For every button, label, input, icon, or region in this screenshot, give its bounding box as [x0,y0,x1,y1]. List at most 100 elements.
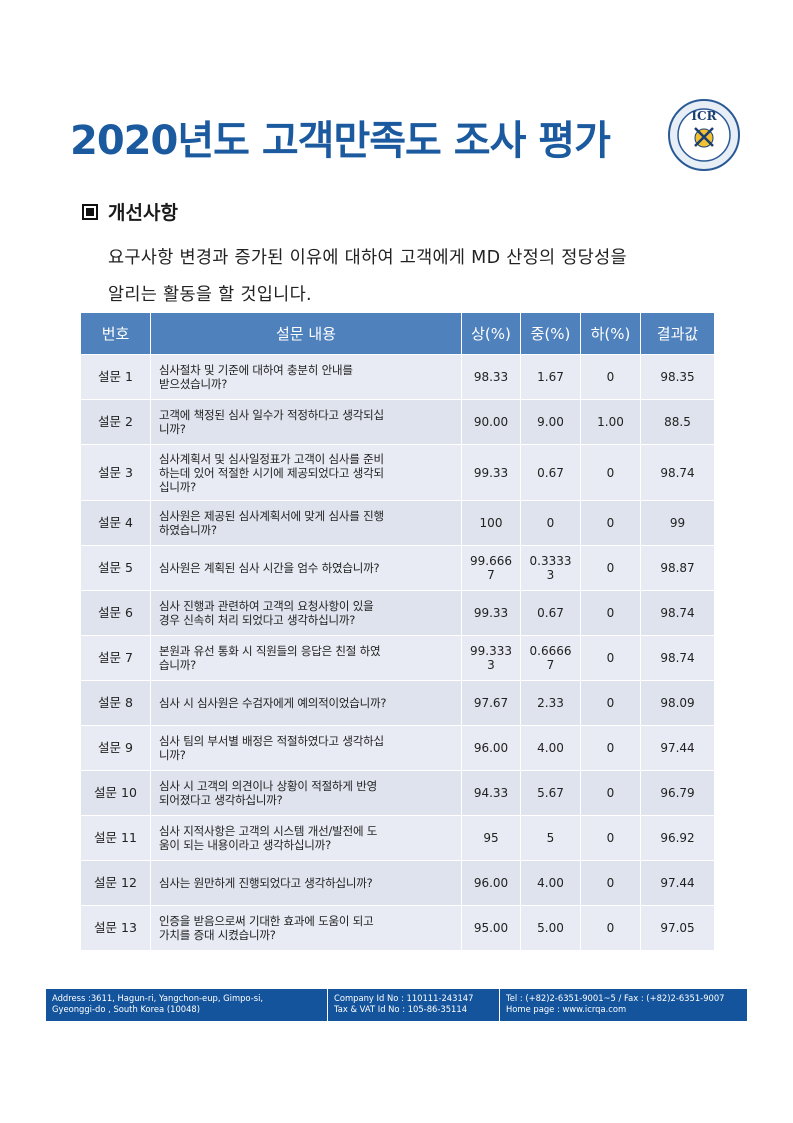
footer-address-line: Address :3611, Hagun-ri, Yangchon-eup, G… [52,993,264,1003]
mid-percent: 5 [520,815,581,861]
high-percent-line: 98.33 [473,370,509,384]
high-percent-line: 96.00 [473,876,509,890]
section-heading-label: 개선사항 [108,202,178,224]
result-value: 98.74 [640,444,715,501]
mid-percent: 9.00 [520,399,581,445]
question-text-line: 심사 진행과 관련하여 고객의 요청사항이 있을 [159,599,374,613]
question-text-line: 고객에 책정된 심사 일수가 적정하다고 생각되십 [159,408,384,422]
high-percent-line: 3 [487,658,495,672]
high-percent-line: 95.00 [473,921,509,935]
question-number: 설문 6 [80,590,151,636]
low-percent-line: 0 [606,561,615,575]
question-text: 심사는 원만하게 진행되었다고 생각하십니까? [150,860,462,906]
header-number: 번호 [80,312,151,355]
question-text-line: 경우 신속히 처리 되었다고 생각하십니까? [159,613,356,627]
low-percent-line: 0 [606,786,615,800]
high-percent-line: 99.33 [473,465,509,480]
question-number: 설문 1 [80,354,151,400]
high-percent: 99.666 7 [461,545,521,591]
table-row: 설문 8 심사 시 심사원은 수검자에게 예의적이었습니까? 97.67 2.33 0 9… [80,680,715,726]
mid-percent-line: 5 [546,831,555,845]
question-text: 심사 시 고객의 의견이나 상황이 적절하게 반영 되어졌다고 생각하십니까? [150,770,462,816]
result-value: 96.92 [640,815,715,861]
table-header-row: 번호 설문 내용 상(%) 중(%) 하(%) 결과값 [80,312,715,355]
question-text-line: 받으셨습니까? [159,377,228,391]
question-number-line: 설문 10 [94,785,137,800]
mid-percent: 4.00 [520,860,581,906]
mid-percent: 5.67 [520,770,581,816]
question-number: 설문 5 [80,545,151,591]
square-bullet-icon [82,203,98,220]
high-percent-line: 100 [479,516,503,530]
question-text-line: 심사절차 및 기준에 대하여 충분히 안내를 [159,363,353,377]
page-title: 2020년도 고객만족도 조사 평가 [70,118,611,164]
result-value: 98.74 [640,590,715,636]
footer-address: Address :3611, Hagun-ri, Yangchon-eup, G… [46,989,328,1021]
mid-percent: 5.00 [520,905,581,951]
question-number-line: 설문 2 [98,414,133,429]
result-value: 97.44 [640,860,715,906]
low-percent: 0 [580,905,641,951]
low-percent: 0 [580,354,641,400]
high-percent: 90.00 [461,399,521,445]
question-text: 고객에 책정된 심사 일수가 적정하다고 생각되십 니까? [150,399,462,445]
question-number: 설문 8 [80,680,151,726]
result-value-line: 96.79 [660,786,695,800]
mid-percent-line: 0.67 [537,465,564,480]
result-value: 98.09 [640,680,715,726]
question-number: 설문 10 [80,770,151,816]
low-percent-line: 0 [606,696,615,710]
mid-percent: 0.67 [520,590,581,636]
question-text-line: 습니까? [159,658,197,672]
high-percent: 99.33 [461,590,521,636]
high-percent: 96.00 [461,725,521,771]
high-percent-line: 99.333 [470,644,512,658]
mid-percent-line: 0 [546,516,555,530]
low-percent-line: 0 [606,516,615,530]
high-percent: 100 [461,500,521,546]
mid-percent: 0.67 [520,444,581,501]
footer-address-line: Gyeonggi-do , South Korea (10048) [52,1004,201,1014]
low-percent-line: 0 [606,741,615,755]
high-percent-line: 97.67 [473,696,509,710]
low-percent-line: 0 [606,921,615,935]
result-value: 96.79 [640,770,715,816]
question-text-line: 가치를 증대 시켰습니까? [159,928,276,942]
result-value-line: 98.74 [660,651,695,665]
high-percent-line: 90.00 [473,415,509,429]
question-text-line: 움이 되는 내용이라고 생각하십니까? [159,838,331,852]
table-row: 설문 10 심사 시 고객의 의견이나 상황이 적절하게 반영 되어졌다고 생각하십… [80,770,715,816]
question-text-line: 심사원은 제공된 심사계획서에 맞게 심사를 진행 [159,509,384,523]
low-percent-line: 0 [606,831,615,845]
low-percent: 0 [580,815,641,861]
high-percent-line: 7 [487,568,495,582]
low-percent: 0 [580,545,641,591]
header-low: 하(%) [580,312,641,355]
question-text-line: 심사 시 심사원은 수검자에게 예의적이었습니까? [159,696,387,710]
question-number-line: 설문 13 [94,920,137,935]
result-value-line: 97.05 [660,921,695,935]
question-number: 설문 11 [80,815,151,861]
question-number: 설문 3 [80,444,151,501]
question-text-line: 십니까? [159,479,197,494]
question-text-line: 인증을 받음으로써 기대한 효과에 도움이 되고 [159,914,374,928]
header-question: 설문 내용 [150,312,462,355]
question-text-line: 하는데 있어 적절한 시기에 제공되었다고 생각되 [159,465,384,480]
question-text-line: 심사는 원만하게 진행되었다고 생각하십니까? [159,876,373,890]
result-value: 99 [640,500,715,546]
table-row: 설문 7 본원과 유선 통화 시 직원들의 응답은 친절 하였 습니까? 99.333… [80,635,715,681]
footer: Address :3611, Hagun-ri, Yangchon-eup, G… [46,989,747,1021]
low-percent-line: 0 [606,370,615,384]
question-number: 설문 9 [80,725,151,771]
table-row: 설문 6 심사 진행과 관련하여 고객의 요청사항이 있을 경우 신속히 처리 되었… [80,590,715,636]
high-percent: 95 [461,815,521,861]
table-row: 설문 9 심사 팀의 부서별 배정은 적절하였다고 생각하십 니까? 96.00 4.0… [80,725,715,771]
result-value-line: 98.74 [660,465,695,480]
icr-logo: ICR [668,99,740,171]
mid-percent: 2.33 [520,680,581,726]
result-value: 98.74 [640,635,715,681]
mid-percent: 4.00 [520,725,581,771]
high-percent: 95.00 [461,905,521,951]
low-percent: 1.00 [580,399,641,445]
mid-percent: 1.67 [520,354,581,400]
